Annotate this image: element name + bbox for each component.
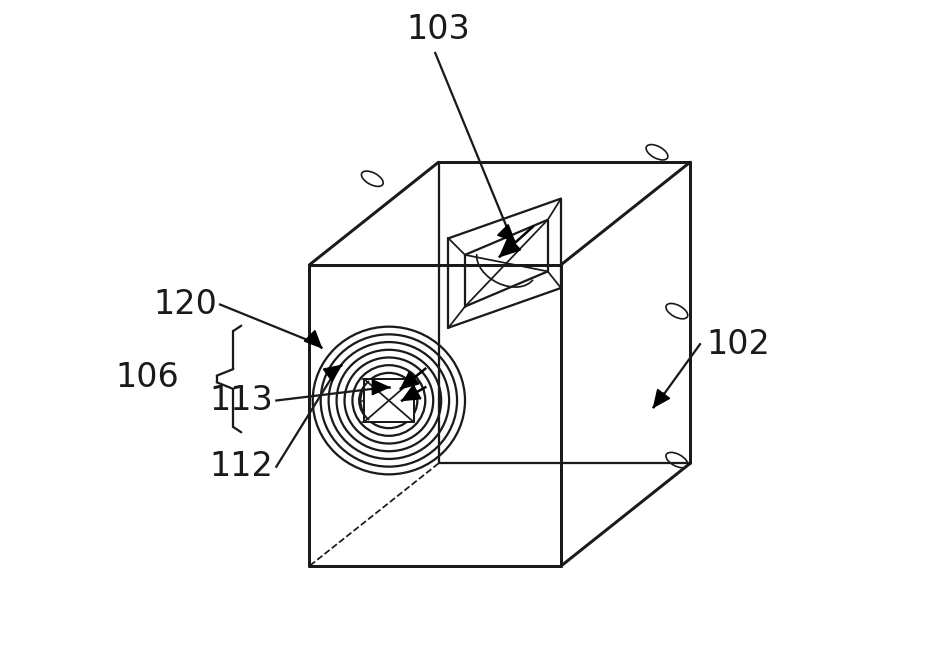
- Text: 113: 113: [209, 384, 273, 417]
- Polygon shape: [654, 389, 670, 407]
- Polygon shape: [304, 330, 322, 348]
- Text: 103: 103: [406, 13, 471, 46]
- Polygon shape: [324, 365, 341, 381]
- Bar: [364, 379, 414, 422]
- Text: 112: 112: [209, 450, 273, 483]
- Text: 106: 106: [115, 361, 179, 394]
- Polygon shape: [499, 236, 521, 257]
- Text: 120: 120: [153, 288, 217, 321]
- Polygon shape: [402, 385, 421, 401]
- Polygon shape: [498, 224, 514, 242]
- Polygon shape: [372, 380, 389, 395]
- Text: 102: 102: [707, 328, 770, 361]
- Polygon shape: [401, 372, 419, 389]
